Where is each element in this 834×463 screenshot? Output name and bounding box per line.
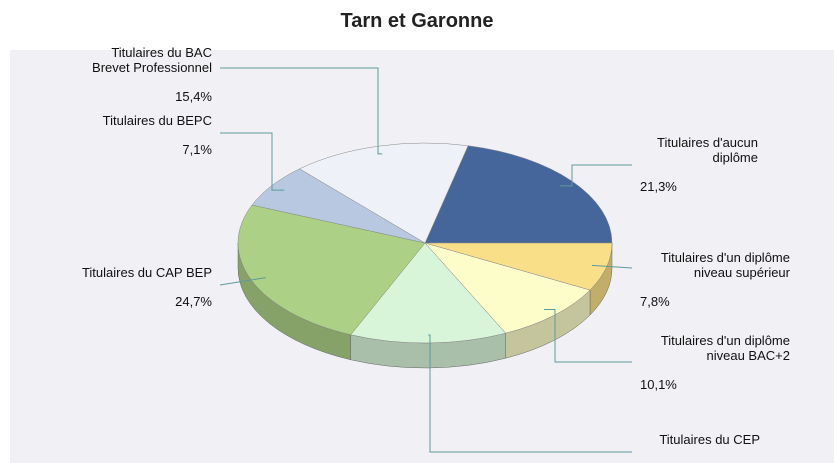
chart-title: Tarn et Garonne	[340, 10, 494, 32]
leader-line	[559, 164, 632, 187]
slice-label: Titulaires du BAC Brevet Professionnel 15…	[77, 45, 212, 104]
slice	[350, 242, 507, 344]
leader-line	[220, 132, 285, 191]
category-label: Titulaires du CAP BEP	[81, 265, 212, 280]
category-label: Titulaires d'aucun diplôme	[657, 135, 758, 165]
value-label: 13,6%	[640, 461, 760, 463]
slice	[237, 204, 426, 336]
slice-label: Titulaires d'un diplôme niveau BAC+2 10,1…	[640, 333, 790, 392]
slice-label: Titulaires du CAP BEP 24,7%	[62, 265, 212, 309]
leader-line	[428, 334, 632, 453]
leader-line	[219, 277, 266, 286]
value-label: 10,1%	[640, 377, 677, 392]
category-label: Titulaires du CEP	[659, 432, 760, 447]
leader-line	[591, 264, 633, 269]
slice-label: Titulaires d'aucun diplôme 21,3%	[640, 135, 758, 194]
slice-label: Titulaires du BEPC 7,1%	[62, 113, 212, 157]
leader-line	[220, 67, 383, 155]
category-label: Titulaires d'un diplôme niveau BAC+2	[660, 333, 790, 363]
category-label: Titulaires d'un diplôme niveau supérieur	[660, 250, 790, 280]
category-label: Titulaires du BAC Brevet Professionnel	[92, 45, 212, 75]
value-label: 15,4%	[175, 89, 212, 104]
slice-label: Titulaires d'un diplôme niveau supérieur…	[640, 250, 790, 309]
value-label: 7,1%	[182, 142, 212, 157]
slice	[424, 242, 591, 334]
value-label: 24,7%	[175, 294, 212, 309]
value-label: 21,3%	[640, 179, 677, 194]
slice-label: Titulaires du CEP 13,6%	[640, 432, 760, 463]
slice	[424, 242, 613, 291]
leader-line	[543, 308, 632, 363]
category-label: Titulaires du BEPC	[102, 113, 212, 128]
value-label: 7,8%	[640, 294, 670, 309]
